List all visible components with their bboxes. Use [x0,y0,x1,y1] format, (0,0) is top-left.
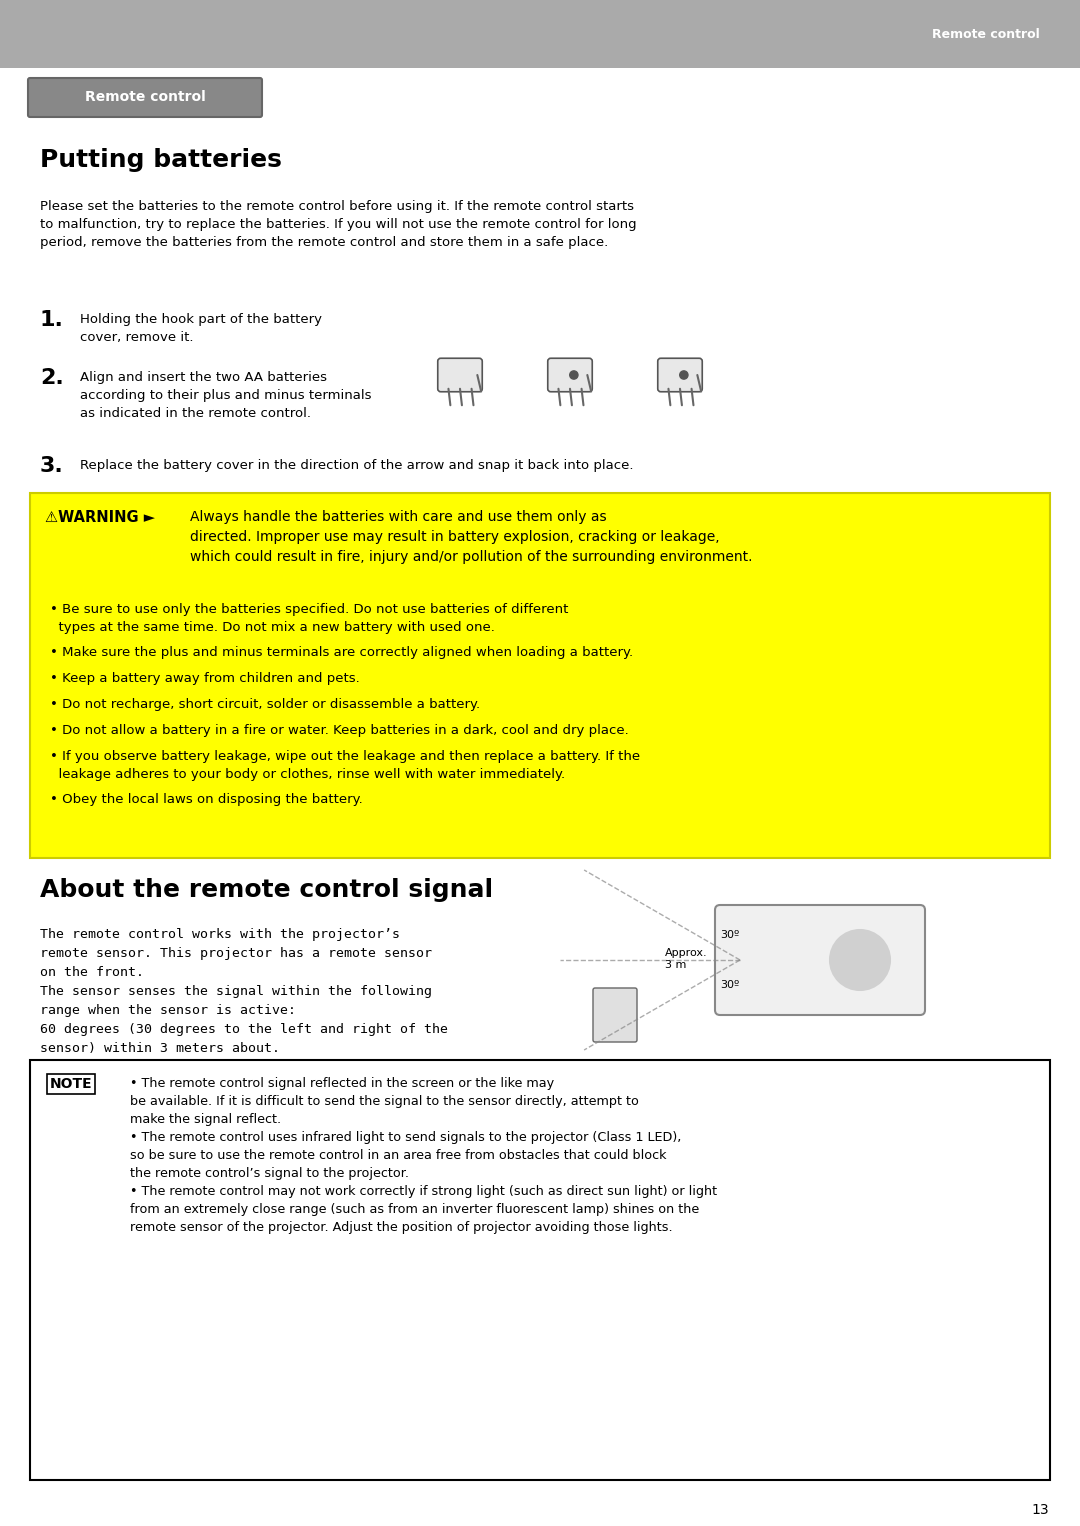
FancyBboxPatch shape [28,78,262,118]
Text: NOTE: NOTE [50,1077,93,1091]
Text: Replace the battery cover in the direction of the arrow and snap it back into pl: Replace the battery cover in the directi… [80,459,634,472]
Text: About the remote control signal: About the remote control signal [40,877,494,902]
Text: • Do not recharge, short circuit, solder or disassemble a battery.: • Do not recharge, short circuit, solder… [50,697,481,711]
Text: • Be sure to use only the batteries specified. Do not use batteries of different: • Be sure to use only the batteries spec… [50,603,568,633]
Circle shape [831,929,890,990]
Text: • Obey the local laws on disposing the battery.: • Obey the local laws on disposing the b… [50,794,363,806]
Text: • Keep a battery away from children and pets.: • Keep a battery away from children and … [50,671,360,685]
Text: Align and insert the two AA batteries
according to their plus and minus terminal: Align and insert the two AA batteries ac… [80,371,372,420]
Text: Holding the hook part of the battery
cover, remove it.: Holding the hook part of the battery cov… [80,313,322,343]
FancyBboxPatch shape [30,493,1050,858]
FancyBboxPatch shape [715,905,924,1015]
FancyBboxPatch shape [30,1061,1050,1480]
Text: 1.: 1. [40,310,64,330]
Text: 30º: 30º [720,929,739,940]
Circle shape [679,371,688,378]
Text: 13: 13 [1031,1503,1049,1517]
Text: Remote control: Remote control [84,90,205,104]
Text: Always handle the batteries with care and use them only as
directed. Improper us: Always handle the batteries with care an… [190,510,753,565]
FancyBboxPatch shape [0,0,1080,69]
FancyBboxPatch shape [548,359,592,392]
FancyBboxPatch shape [593,987,637,1042]
Circle shape [570,371,578,378]
Text: Please set the batteries to the remote control before using it. If the remote co: Please set the batteries to the remote c… [40,200,636,249]
Text: • The remote control signal reflected in the screen or the like may
be available: • The remote control signal reflected in… [130,1077,717,1235]
FancyBboxPatch shape [658,359,702,392]
Text: • If you observe battery leakage, wipe out the leakage and then replace a batter: • If you observe battery leakage, wipe o… [50,749,640,781]
Text: Putting batteries: Putting batteries [40,148,282,172]
FancyBboxPatch shape [437,359,483,392]
Text: • Make sure the plus and minus terminals are correctly aligned when loading a ba: • Make sure the plus and minus terminals… [50,645,633,659]
Text: 3.: 3. [40,456,64,476]
Text: 2.: 2. [40,368,64,388]
Text: • Do not allow a battery in a fire or water. Keep batteries in a dark, cool and : • Do not allow a battery in a fire or wa… [50,723,629,737]
Text: Approx.
3 m: Approx. 3 m [665,948,707,969]
Text: Remote control: Remote control [932,27,1040,41]
Text: ⚠WARNING ►: ⚠WARNING ► [45,510,156,525]
Text: The remote control works with the projector’s
remote sensor. This projector has : The remote control works with the projec… [40,928,448,1054]
Text: 30º: 30º [720,980,739,990]
